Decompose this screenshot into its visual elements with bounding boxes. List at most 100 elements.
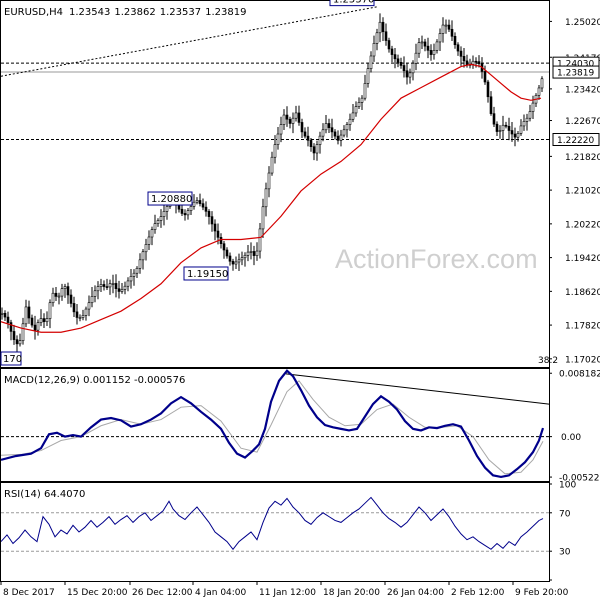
- candle-body: [159, 216, 163, 221]
- rsi-tick-label-2: 30: [559, 548, 571, 558]
- candle-body: [297, 112, 301, 123]
- candle-body: [495, 123, 499, 132]
- candle-body: [36, 322, 40, 331]
- candle-body: [414, 52, 418, 64]
- candle-body: [123, 285, 127, 290]
- candle-body: [3, 312, 7, 318]
- candle-body: [105, 286, 109, 288]
- candle-body: [129, 276, 133, 282]
- candle-body: [249, 251, 253, 253]
- candle-body: [261, 206, 265, 230]
- left-edge-annotation-label: 170: [3, 354, 22, 365]
- candle-body: [45, 318, 49, 323]
- candle-body: [267, 172, 271, 190]
- candle-body: [291, 117, 295, 124]
- candle-body: [90, 296, 94, 304]
- candle-body: [357, 102, 361, 107]
- candle-body: [72, 303, 76, 313]
- candle-body: [96, 286, 100, 292]
- ohlc-high: 1.23862: [114, 7, 155, 18]
- candle-body: [255, 250, 259, 256]
- level-tag-label: 1.23819: [557, 69, 594, 79]
- candle-body: [288, 118, 292, 124]
- candle-body: [384, 31, 388, 41]
- candle-body: [108, 283, 112, 288]
- candle-body: [99, 284, 103, 287]
- macd-tick-label-2: -0.005223: [559, 474, 600, 484]
- watermark: ActionForex.com: [335, 244, 538, 274]
- candle-body: [504, 124, 508, 127]
- candle-body: [273, 144, 277, 158]
- candle-body: [189, 206, 193, 211]
- candle-body: [432, 50, 436, 55]
- candle-body: [294, 112, 298, 119]
- candle-body: [459, 50, 463, 57]
- candle-body: [492, 113, 496, 125]
- candle-body: [87, 302, 91, 310]
- candle-body: [216, 230, 220, 238]
- level-tag-2: 1.22220: [552, 133, 600, 147]
- candle-body: [333, 131, 337, 137]
- candle-body: [342, 129, 346, 136]
- candle-body: [135, 267, 139, 274]
- price-tick-label-9: 1.17820: [565, 322, 600, 332]
- candle-body: [426, 45, 430, 51]
- candle-body: [6, 316, 10, 323]
- candle-body: [402, 65, 406, 72]
- candle-body: [9, 322, 13, 332]
- candle-body: [120, 289, 124, 292]
- ohlc-low: 1.23537: [160, 7, 201, 18]
- x-tick-label-5: 18 Jan 20:00: [323, 588, 380, 598]
- candle-body: [33, 324, 37, 331]
- level-tag-box: [552, 133, 600, 147]
- candle-body: [339, 134, 343, 141]
- candle-body: [243, 254, 247, 259]
- candle-body: [507, 125, 511, 131]
- candle-body: [258, 228, 262, 252]
- candle-body: [396, 58, 400, 63]
- candle-body: [51, 292, 55, 304]
- candle-body: [489, 96, 493, 114]
- candle-body: [369, 55, 373, 69]
- candle-body: [177, 204, 181, 210]
- candle-body: [144, 244, 148, 253]
- level-tag-label: 1.22220: [557, 136, 594, 146]
- candle-body: [321, 129, 325, 137]
- candle-body: [435, 41, 439, 51]
- candle-body: [63, 286, 67, 289]
- candle-body: [327, 123, 331, 128]
- candle-body: [60, 288, 64, 297]
- candle-body: [204, 206, 208, 212]
- candle-body: [360, 97, 364, 103]
- moving-average-line: [1, 63, 542, 333]
- candle-body: [330, 127, 334, 133]
- candle-body: [165, 206, 169, 212]
- candle-body: [222, 243, 226, 251]
- high-annotation-box: [329, 0, 375, 7]
- candle-body: [192, 201, 196, 207]
- candle-body: [303, 131, 307, 137]
- candle-body: [300, 122, 304, 133]
- candle-body: [531, 102, 535, 112]
- candle-body: [132, 272, 136, 277]
- candle-body: [450, 28, 454, 37]
- candle-body: [57, 295, 61, 298]
- candle-body: [309, 140, 313, 147]
- candle-body: [246, 251, 250, 256]
- rsi-axis: 100 70 30: [549, 481, 576, 581]
- candle-body: [69, 294, 73, 304]
- candle-body: [186, 210, 190, 216]
- candle-body: [312, 146, 316, 154]
- candle-body: [234, 261, 238, 265]
- x-axis: 8 Dec 2017 15 Dec 20:00 26 Dec 12:00 4 Jan …: [0, 581, 569, 598]
- candle-body: [363, 83, 367, 99]
- price-tick-label-5: 1.21020: [565, 187, 600, 197]
- price-tick-label-2: 1.23420: [565, 85, 600, 95]
- candle-body: [516, 133, 520, 138]
- ohlc-close: 1.23819: [205, 7, 246, 18]
- candle-body: [228, 255, 232, 262]
- candle-body: [84, 308, 88, 316]
- candle-body: [405, 70, 409, 78]
- candle-body: [66, 286, 70, 296]
- candle-body: [498, 130, 502, 132]
